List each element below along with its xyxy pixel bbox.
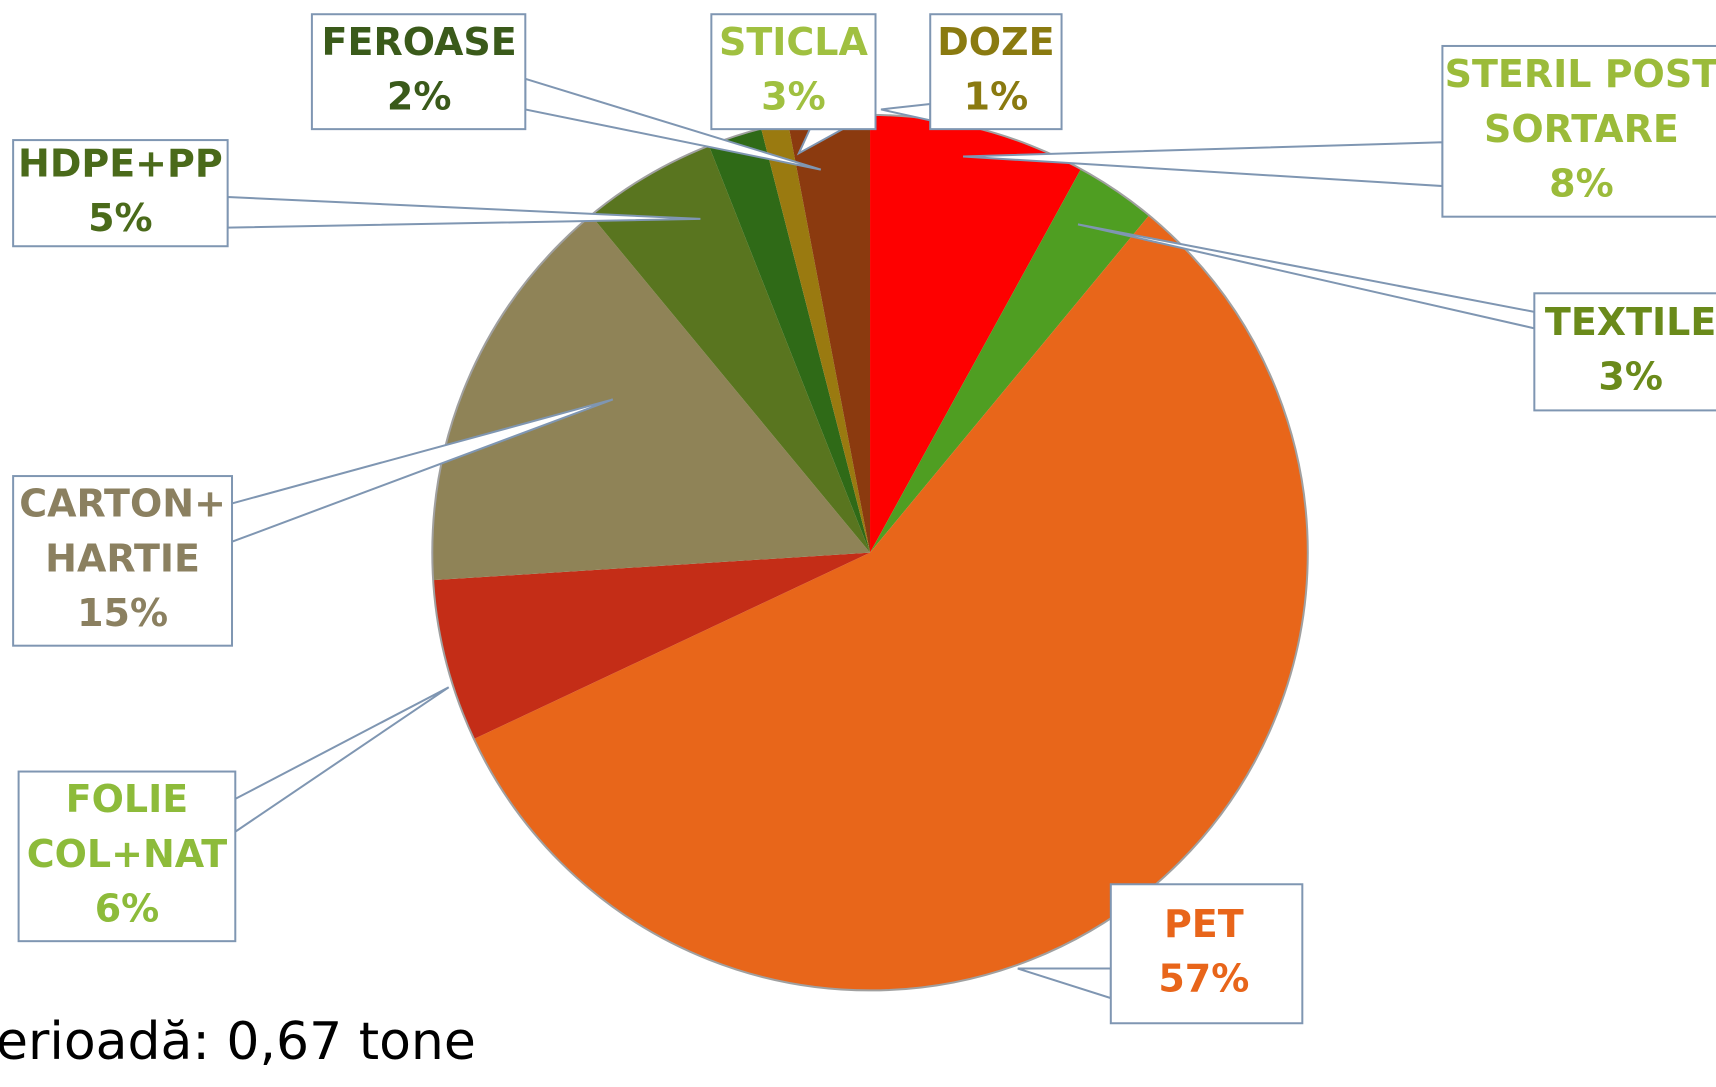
footnote: erioadă: 0,67 tone (0, 1012, 476, 1072)
category-label: STERIL POST (1445, 52, 1716, 96)
label-box (929, 13, 1063, 131)
pie-slice (870, 114, 1081, 553)
category-label: HARTIE (45, 536, 200, 580)
pie-slice (591, 145, 871, 553)
pie-slice (761, 122, 871, 553)
category-label: SORTARE (1484, 107, 1679, 151)
pie-slice (473, 215, 1308, 991)
value-label: 6% (95, 887, 160, 931)
data-label: PET 57% (1017, 883, 1304, 1025)
label-box (310, 13, 527, 131)
category-label: CARTON+ (19, 482, 226, 526)
category-label: FOLIE (66, 777, 189, 821)
pie-slice (788, 114, 871, 553)
data-label: FEROASE 2% (310, 13, 822, 171)
value-label: 1% (964, 75, 1029, 119)
label-box (710, 13, 877, 131)
label-box (1441, 44, 1716, 218)
label-box (1533, 292, 1716, 412)
pie-slice (432, 215, 871, 581)
pie-slice (708, 128, 871, 553)
label-box (12, 475, 234, 647)
leader-line (1017, 967, 1112, 1000)
category-label: HDPE+PP (18, 141, 223, 185)
category-label: DOZE (937, 20, 1054, 64)
category-label: COL+NAT (27, 832, 228, 876)
category-label: FEROASE (322, 20, 517, 64)
value-label: 2% (387, 75, 452, 119)
leader-line (234, 686, 450, 834)
value-label: 3% (761, 75, 826, 119)
data-label: FOLIE COL+NAT 6% (17, 686, 450, 943)
category-label: STICLA (719, 20, 869, 64)
data-label: HDPE+PP 5% (12, 139, 701, 248)
data-label: STICLA 3% (710, 13, 877, 156)
data-label: DOZE 1% (880, 13, 1063, 131)
data-label: TEXTILE 3% (1077, 223, 1716, 412)
label-box (1109, 883, 1304, 1025)
data-label: CARTON+ HARTIE 15% (12, 398, 614, 647)
pie-slice (433, 552, 871, 740)
value-label: 15% (77, 591, 168, 635)
label-box (12, 139, 229, 248)
value-label: 3% (1598, 355, 1663, 399)
pie-slice (870, 169, 1150, 553)
value-label: 8% (1549, 162, 1614, 206)
category-label: TEXTILE (1545, 300, 1716, 344)
label-box (17, 770, 237, 943)
category-label: PET (1164, 902, 1244, 946)
value-label: 57% (1158, 957, 1249, 1001)
value-label: 5% (88, 196, 153, 240)
data-label: STERIL POST SORTARE 8% (962, 44, 1716, 218)
